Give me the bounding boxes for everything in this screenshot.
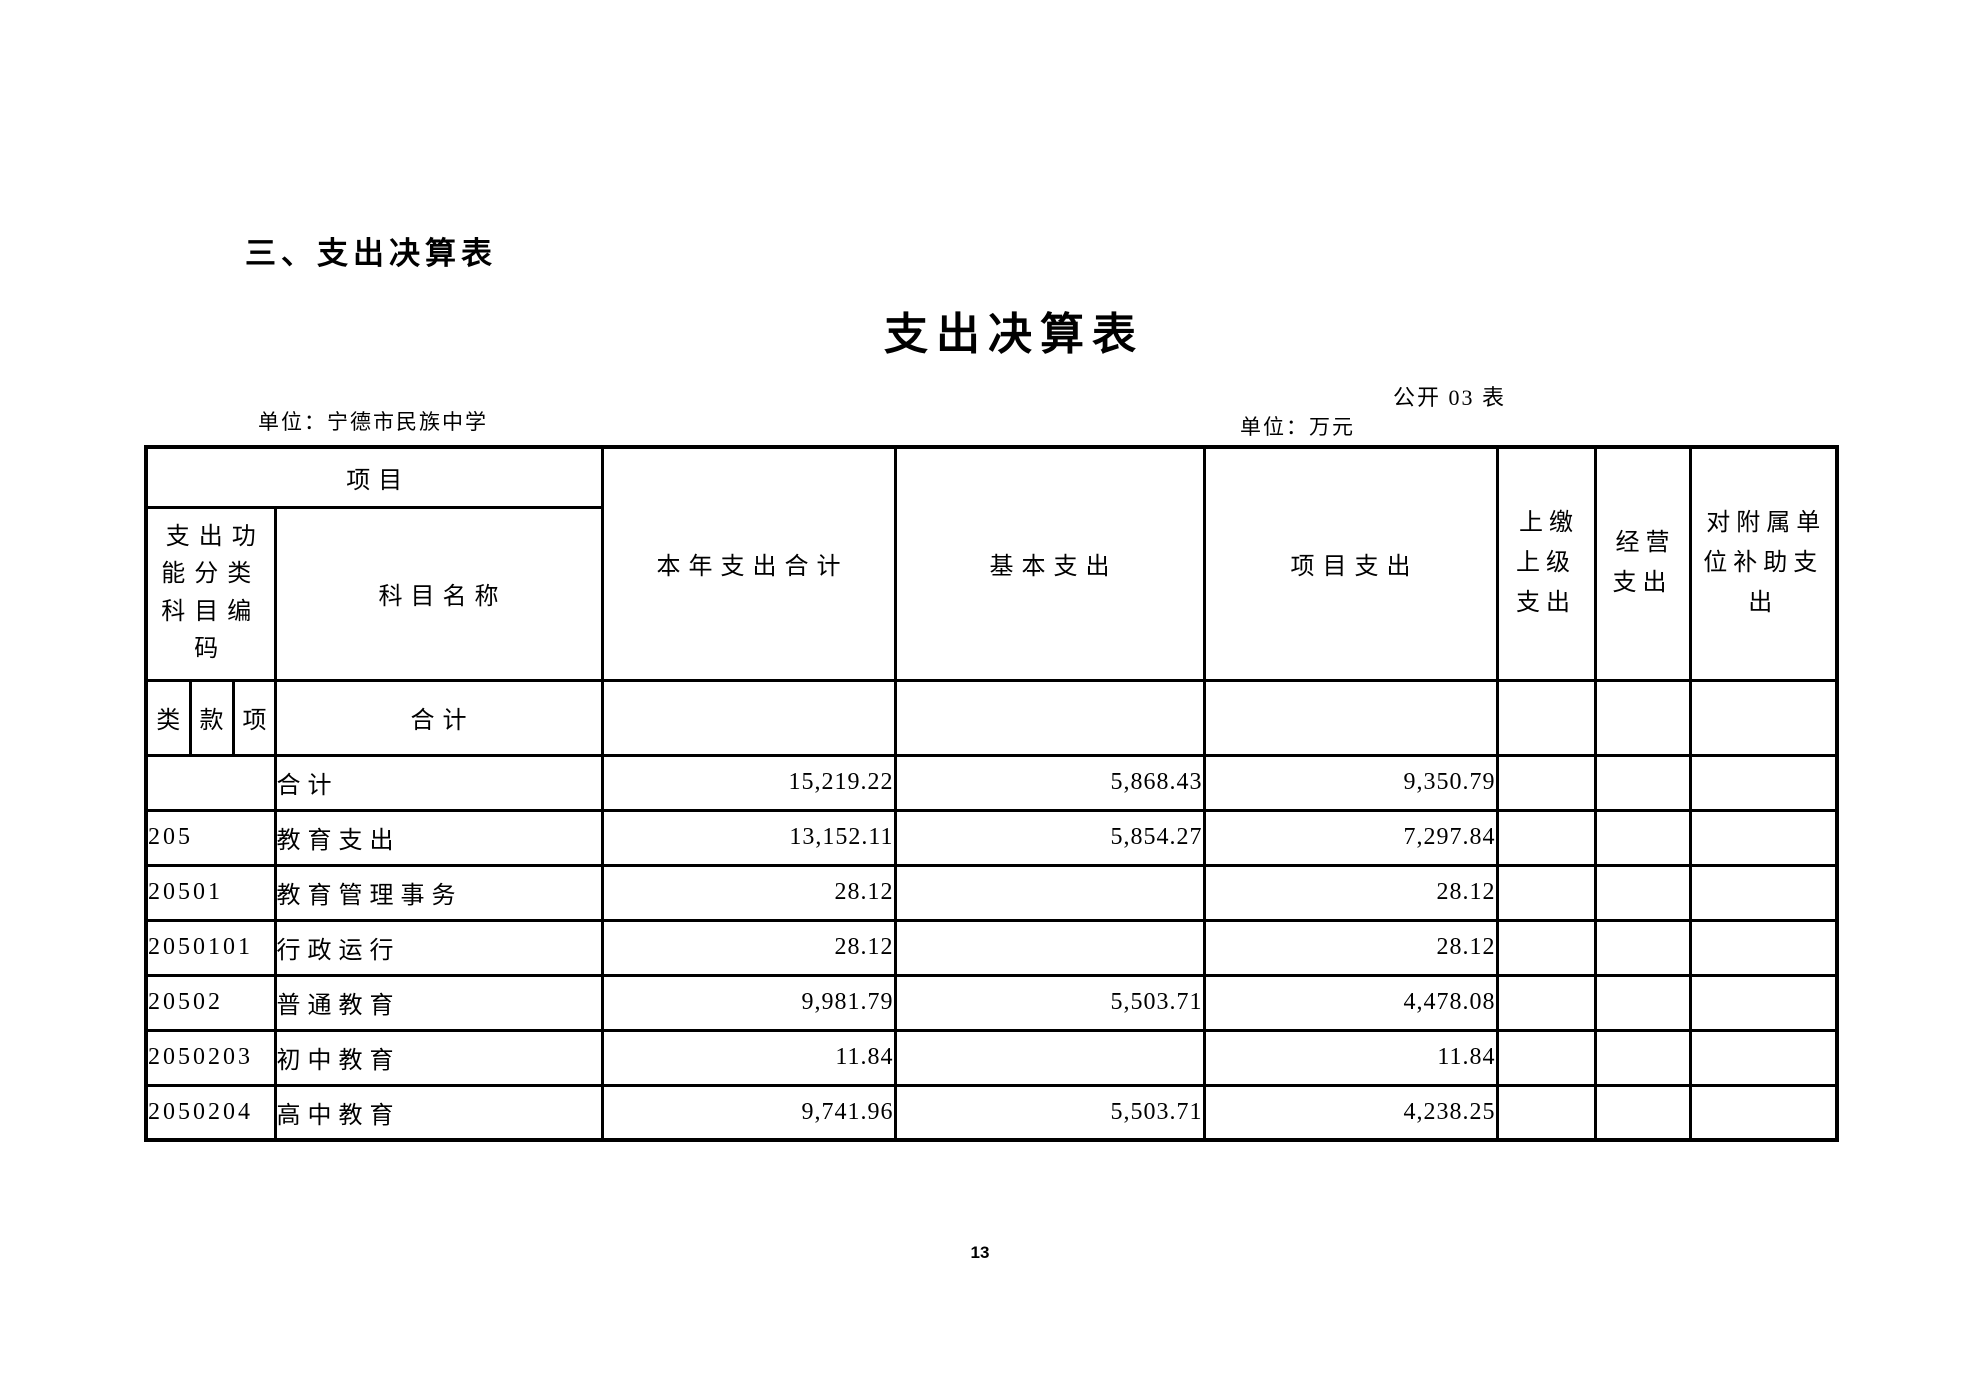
cell-basic: 5,854.27 [893,808,1206,867]
cell-name: 教育支出 [273,808,604,867]
header-empty-cell [1202,678,1499,757]
cell-upper [1495,918,1597,977]
cell-upper [1495,808,1597,867]
cell-operating [1593,863,1692,922]
cell-subsidy [1688,1028,1839,1087]
cell-operating [1593,918,1692,977]
table-row: 2050204 高中教育 9,741.96 5,503.71 4,238.25 [144,1083,1839,1142]
table-row: 2050101 行政运行 28.12 28.12 [144,918,1839,977]
table-header-row-3: 类 款 项 合计 [144,678,1839,757]
cell-code: 20502 [144,973,277,1032]
cell-project: 28.12 [1202,863,1499,922]
table-row: 20502 普通教育 9,981.79 5,503.71 4,478.08 [144,973,1839,1032]
cell-project: 28.12 [1202,918,1499,977]
cell-name: 高中教育 [273,1083,604,1142]
cell-year-total: 9,741.96 [600,1083,897,1142]
cell-code: 2050101 [144,918,277,977]
header-upper-level: 上缴 上级 支出 [1495,445,1597,682]
table-row: 合计 15,219.22 5,868.43 9,350.79 [144,753,1839,812]
page-number: 13 [970,1243,990,1262]
cell-year-total: 28.12 [600,863,897,922]
cell-code: 205 [144,808,277,867]
cell-code: 20501 [144,863,277,922]
cell-year-total: 11.84 [600,1028,897,1087]
cell-name: 普通教育 [273,973,604,1032]
table-row: 205 教育支出 13,152.11 5,854.27 7,297.84 [144,808,1839,867]
header-code-item: 项 [231,678,277,757]
cell-project: 9,350.79 [1202,753,1499,812]
cell-subsidy [1688,918,1839,977]
header-empty-cell [893,678,1206,757]
cell-upper [1495,753,1597,812]
cell-upper [1495,973,1597,1032]
cell-year-total: 9,981.79 [600,973,897,1032]
cell-project: 4,238.25 [1202,1083,1499,1142]
header-project: 项目 [144,445,604,509]
cell-project: 4,478.08 [1202,973,1499,1032]
cell-name: 行政运行 [273,918,604,977]
header-subsidy: 对附属单 位补助支 出 [1688,445,1839,682]
table-label: 公开 03 表 [1393,385,1507,410]
cell-code: 2050203 [144,1028,277,1087]
cell-subsidy [1688,973,1839,1032]
header-code-section: 款 [188,678,235,757]
table-header-row-1: 项目 本年支出合计 基本支出 项目支出 上缴 上级 支出 经营 支出 对附属单 … [144,445,1839,682]
cell-operating [1593,1083,1692,1142]
header-code-class: 类 [144,678,192,757]
cell-operating [1593,753,1692,812]
expenditure-table: 项目 本年支出合计 基本支出 项目支出 上缴 上级 支出 经营 支出 对附属单 … [144,445,1839,1142]
cell-subsidy [1688,863,1839,922]
cell-operating [1593,808,1692,867]
header-project-expense: 项目支出 [1202,445,1499,682]
cell-code: 2050204 [144,1083,277,1142]
unit-currency-label: 单位：万元 [1240,415,1355,439]
header-total-label: 合计 [273,678,604,757]
table-row: 2050203 初中教育 11.84 11.84 [144,1028,1839,1087]
cell-name: 合计 [273,753,604,812]
cell-name: 初中教育 [273,1028,604,1087]
unit-name-label: 单位：宁德市民族中学 [258,410,488,434]
header-basic: 基本支出 [893,445,1206,682]
cell-year-total: 28.12 [600,918,897,977]
cell-project: 7,297.84 [1202,808,1499,867]
cell-basic: 5,868.43 [893,753,1206,812]
cell-operating [1593,973,1692,1032]
page-title: 支出决算表 [884,310,1144,359]
cell-basic [893,863,1206,922]
cell-basic [893,918,1206,977]
header-empty-cell [1593,678,1692,757]
cell-operating [1593,1028,1692,1087]
header-subject-name: 科目名称 [273,505,604,682]
cell-basic: 5,503.71 [893,973,1206,1032]
cell-upper [1495,863,1597,922]
header-year-total: 本年支出合计 [600,445,897,682]
cell-code [144,753,277,812]
cell-project: 11.84 [1202,1028,1499,1087]
cell-upper [1495,1083,1597,1142]
header-empty-cell [1688,678,1839,757]
table-header-row-2: 支出功 能分类 科目编 码 科目名称 [144,505,1837,682]
cell-subsidy [1688,753,1839,812]
cell-basic: 5,503.71 [893,1083,1206,1142]
header-code-group: 支出功 能分类 科目编 码 [144,505,277,682]
cell-basic [893,1028,1206,1087]
cell-subsidy [1688,808,1839,867]
cell-name: 教育管理事务 [273,863,604,922]
section-heading: 三、支出决算表 [245,236,497,271]
table-row: 20501 教育管理事务 28.12 28.12 [144,863,1839,922]
header-operating: 经营 支出 [1593,445,1692,682]
cell-year-total: 15,219.22 [600,753,897,812]
cell-subsidy [1688,1083,1839,1142]
header-empty-cell [600,678,897,757]
cell-year-total: 13,152.11 [600,808,897,867]
header-empty-cell [1495,678,1597,757]
cell-upper [1495,1028,1597,1087]
